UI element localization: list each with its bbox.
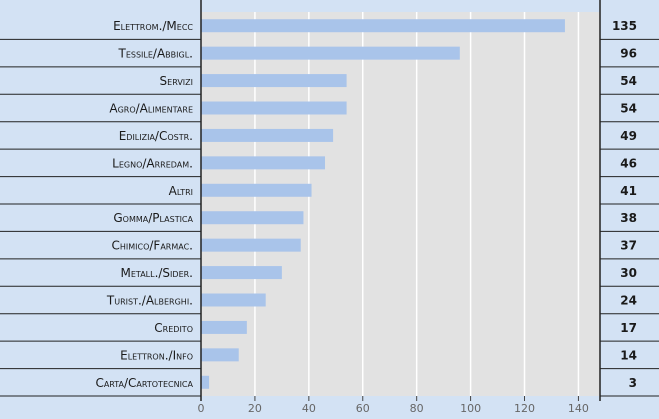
value-label: 135 — [612, 19, 637, 33]
value-label: 54 — [620, 74, 637, 88]
category-label: Edilizia/Costr. — [119, 129, 193, 143]
bar — [201, 211, 304, 225]
value-label: 49 — [620, 129, 637, 143]
category-label: Tessile/Abbigl. — [118, 47, 193, 61]
category-label: Carta/Cartotecnica — [95, 376, 193, 390]
category-label: Altri — [169, 184, 193, 198]
bar — [201, 375, 210, 389]
category-label: Metall./Sider. — [121, 266, 193, 280]
x-tick-label: 40 — [302, 402, 316, 415]
value-label: 3 — [629, 376, 637, 390]
category-label: Elettrom./Mecc — [113, 19, 193, 33]
bar — [201, 183, 312, 197]
value-label: 41 — [620, 184, 637, 198]
value-label: 96 — [620, 47, 637, 61]
value-label: 30 — [620, 266, 637, 280]
value-label: 38 — [620, 211, 637, 225]
x-tick-label: 60 — [356, 402, 370, 415]
bar — [201, 293, 266, 307]
bar — [201, 266, 282, 280]
x-tick-label: 120 — [514, 402, 535, 415]
bar — [201, 101, 347, 115]
bar — [201, 238, 301, 252]
x-tick-label: 100 — [460, 402, 481, 415]
category-label: Chimico/Farmac. — [111, 239, 193, 253]
value-label: 46 — [620, 156, 637, 170]
x-tick-label: 140 — [568, 402, 589, 415]
value-label: 17 — [620, 321, 637, 335]
value-label: 14 — [620, 348, 637, 362]
category-label: Agro/Alimentare — [109, 102, 193, 116]
bar — [201, 320, 247, 334]
value-label: 54 — [620, 102, 637, 116]
bar — [201, 46, 460, 60]
category-label: Credito — [154, 321, 193, 335]
bar — [201, 74, 347, 88]
plot-background — [201, 12, 600, 396]
x-tick-label: 0 — [198, 402, 205, 415]
value-label: 24 — [620, 294, 637, 308]
x-tick-label: 80 — [410, 402, 424, 415]
category-label: Elettron./Info — [120, 348, 193, 362]
bar — [201, 128, 334, 142]
category-label: Turist./Alberghi. — [106, 294, 193, 308]
bar — [201, 156, 326, 170]
category-label: Legno/Arredam. — [112, 156, 193, 170]
x-tick-label: 20 — [248, 402, 262, 415]
category-label: Gomma/Plastica — [113, 211, 193, 225]
category-label: Servizi — [160, 74, 193, 88]
value-label: 37 — [620, 239, 637, 253]
bar — [201, 348, 239, 362]
bar — [201, 19, 565, 33]
